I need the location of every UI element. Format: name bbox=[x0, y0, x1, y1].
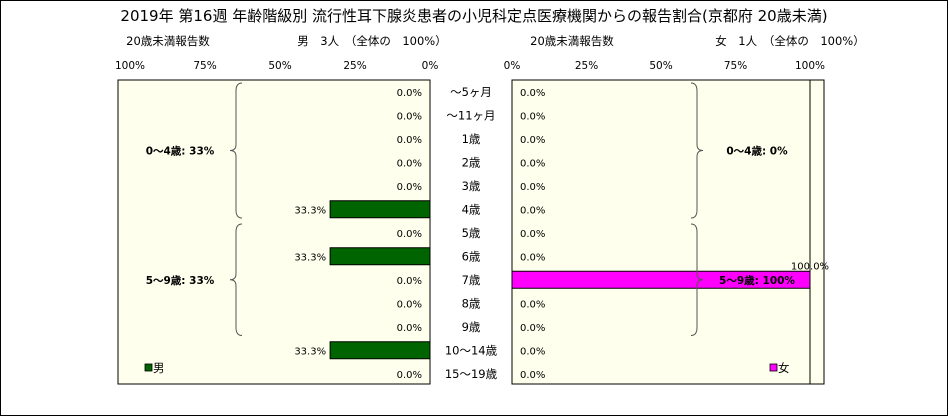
male-group-label: 5～9歳: 33% bbox=[146, 274, 215, 287]
male-axis-tick-label: 25% bbox=[343, 60, 366, 72]
male-bar bbox=[329, 247, 431, 266]
group-brackets: 0～4歳: 33% 5～9歳: 33% 0～4歳: 0% 5～9歳: 100% bbox=[146, 82, 795, 336]
female-axis-tick-label: 75% bbox=[724, 60, 747, 72]
female-data-label: 0.0% bbox=[520, 88, 545, 99]
male-data-label: 0.0% bbox=[397, 88, 422, 99]
male-plot-area bbox=[117, 79, 431, 385]
male-axis-tick-label: 0% bbox=[422, 60, 439, 72]
male-group-brace bbox=[229, 82, 243, 219]
male-axis-tick-label: 75% bbox=[193, 60, 216, 72]
left-header-label: 20歳未満報告数 bbox=[126, 34, 210, 48]
female-data-label: 0.0% bbox=[520, 299, 545, 310]
female-group-label: 0～4歳: 0% bbox=[726, 145, 788, 158]
male-data-label: 0.0% bbox=[397, 276, 422, 287]
left-header-summary: 男 3人 （全体の 100%） bbox=[297, 34, 446, 48]
legend-female-swatch bbox=[769, 363, 778, 372]
male-data-label: 0.0% bbox=[397, 299, 422, 310]
right-header-label: 20歳未満報告数 bbox=[530, 34, 614, 48]
legend-male-label: 男 bbox=[153, 361, 165, 375]
male-data-label: 0.0% bbox=[397, 229, 422, 240]
female-data-label: 100.0% bbox=[791, 261, 829, 272]
male-data-label: 0.0% bbox=[397, 158, 422, 169]
male-data-label: 0.0% bbox=[397, 182, 422, 193]
female-data-label: 0.0% bbox=[520, 135, 545, 146]
female-group-brace bbox=[690, 82, 704, 219]
category-label: 8歳 bbox=[462, 296, 481, 310]
female-data-label: 0.0% bbox=[520, 346, 545, 357]
chart-title: 2019年 第16週 年齢階級別 流行性耳下腺炎患者の小児科定点医療機関からの報… bbox=[120, 7, 827, 25]
category-label: ～11ヶ月 bbox=[446, 108, 495, 122]
male-data-label: 33.3% bbox=[294, 205, 326, 216]
male-axis-tick-label: 50% bbox=[268, 60, 291, 72]
female-data-label: 0.0% bbox=[520, 323, 545, 334]
category-label: ～5ヶ月 bbox=[450, 85, 492, 99]
male-axis-tick-label: 100% bbox=[115, 60, 145, 72]
male-group-label: 0～4歳: 33% bbox=[146, 145, 215, 158]
male-group-brace bbox=[229, 223, 243, 336]
female-group-brace bbox=[690, 223, 704, 336]
right-header-summary: 女 1人 （全体の 100%） bbox=[715, 34, 864, 48]
female-data-label: 0.0% bbox=[520, 158, 545, 169]
male-data-label: 0.0% bbox=[397, 111, 422, 122]
legend-female-label: 女 bbox=[778, 361, 790, 375]
category-label: 9歳 bbox=[462, 320, 481, 334]
category-label: 10～14歳 bbox=[445, 343, 498, 357]
category-label: 15～19歳 bbox=[445, 367, 498, 381]
female-data-label: 0.0% bbox=[520, 252, 545, 263]
female-data-label: 0.0% bbox=[520, 182, 545, 193]
data-labels: 0.0% 0.0% 0.0% 0.0% 0.0% 0.0% 0.0% 0.0% 0.0% 0.0%… bbox=[294, 88, 829, 381]
female-data-label: 0.0% bbox=[520, 370, 545, 381]
male-data-label: 0.0% bbox=[397, 370, 422, 381]
category-label: 3歳 bbox=[462, 179, 481, 193]
category-label: 7歳 bbox=[462, 273, 481, 287]
male-bar bbox=[329, 341, 431, 360]
female-axis-tick-label: 25% bbox=[575, 60, 598, 72]
female-plot-area bbox=[511, 79, 825, 385]
female-data-label: 0.0% bbox=[520, 205, 545, 216]
male-data-label: 0.0% bbox=[397, 135, 422, 146]
category-label: 5歳 bbox=[462, 226, 481, 240]
female-data-label: 0.0% bbox=[520, 229, 545, 240]
male-bar bbox=[329, 200, 431, 219]
female-data-label: 0.0% bbox=[520, 111, 545, 122]
female-axis-tick-label: 50% bbox=[649, 60, 672, 72]
category-label: 4歳 bbox=[462, 202, 481, 216]
female-bar bbox=[511, 270, 811, 289]
female-axis-tick-label: 0% bbox=[504, 60, 521, 72]
male-data-label: 33.3% bbox=[294, 346, 326, 357]
female-axis-tick-label: 100% bbox=[795, 60, 825, 72]
male-data-label: 33.3% bbox=[294, 252, 326, 263]
male-data-label: 0.0% bbox=[397, 323, 422, 334]
bars bbox=[329, 200, 811, 360]
category-labels: ～5ヶ月 ～11ヶ月 1歳 2歳 3歳 4歳 5歳 6歳 7歳 8歳 9歳 10～14歳 15～19歳 bbox=[445, 85, 498, 381]
category-label: 2歳 bbox=[462, 155, 481, 169]
axis-ticks: 100% 75% 50% 25% 0% 0% 25% 50% 75% 100% bbox=[115, 60, 825, 72]
legend-male-swatch bbox=[144, 363, 153, 372]
female-group-label: 5～9歳: 100% bbox=[719, 274, 795, 287]
category-label: 6歳 bbox=[462, 249, 481, 263]
category-label: 1歳 bbox=[462, 132, 481, 146]
